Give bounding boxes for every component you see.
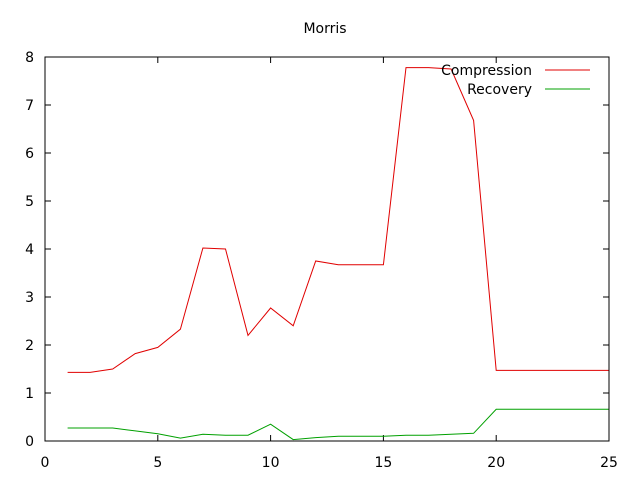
- y-tick-label: 7: [25, 98, 34, 114]
- series-line-recovery: [67, 408, 609, 441]
- series-line-compression: [67, 67, 609, 373]
- x-tick-label: 15: [374, 455, 392, 471]
- chart-title: Morris: [303, 21, 346, 37]
- y-tick-label: 8: [25, 50, 34, 66]
- y-tick-label: 4: [25, 242, 34, 258]
- x-tick-label: 25: [600, 455, 618, 471]
- x-tick-label: 10: [262, 455, 280, 471]
- y-tick-label: 0: [25, 434, 34, 450]
- y-tick-label: 2: [25, 338, 34, 354]
- legend: Compression Recovery: [441, 63, 590, 98]
- legend-label-recovery: Recovery: [467, 82, 532, 98]
- y-tick-label: 3: [25, 290, 34, 306]
- axis-ticks: 0 5 10 15 20 25 0 1 2 3 4 5 6 7 8: [25, 50, 618, 471]
- series-layer: [67, 67, 609, 441]
- legend-label-compression: Compression: [441, 63, 532, 79]
- y-tick-label: 1: [25, 386, 34, 402]
- y-tick-label: 5: [25, 194, 34, 210]
- plot-frame: [44, 56, 610, 442]
- y-tick-label: 6: [25, 146, 34, 162]
- x-tick-label: 0: [41, 455, 50, 471]
- x-tick-label: 20: [487, 455, 505, 471]
- x-tick-label: 5: [153, 455, 162, 471]
